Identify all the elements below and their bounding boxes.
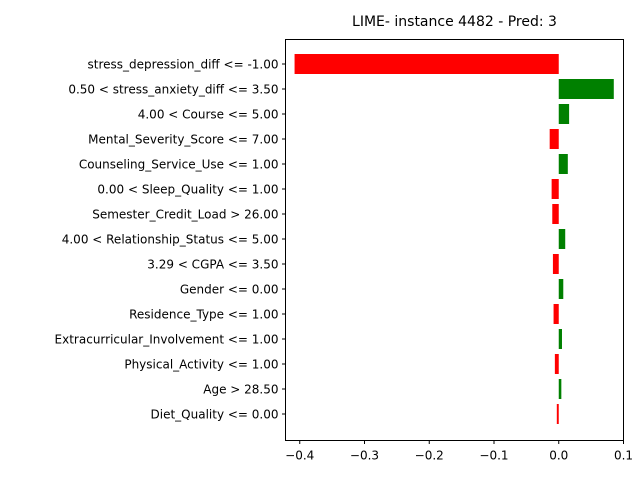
category-label: stress_depression_diff <= -1.00: [88, 58, 279, 72]
category-label: 0.50 < stress_anxiety_diff <= 3.50: [68, 83, 278, 97]
bar-11: [558, 329, 562, 349]
bar-1: [558, 79, 614, 99]
category-label: 0.00 < Sleep_Quality <= 1.00: [97, 183, 278, 197]
bar-8: [552, 254, 559, 274]
x-tick-label: 0.0: [549, 449, 568, 463]
category-label: 4.00 < Relationship_Status <= 5.00: [62, 233, 279, 247]
y-axis-ticks: stress_depression_diff <= -1.00 0.50 < st…: [55, 58, 286, 422]
x-tick-label: 0.1: [614, 449, 633, 463]
bar-7: [558, 229, 566, 249]
plot-frame: [285, 39, 624, 441]
category-label: Residence_Type <= 1.00: [129, 308, 278, 322]
chart-title: LIME- instance 4482 - Pred: 3: [352, 14, 557, 30]
x-tick-label: −0.2: [415, 449, 444, 463]
bars-group: [294, 54, 614, 424]
category-label: Gender <= 0.00: [180, 283, 279, 297]
x-tick-label: −0.1: [479, 449, 508, 463]
x-tick-label: −0.4: [285, 449, 314, 463]
category-label: Age > 28.50: [203, 383, 278, 397]
bar-14: [556, 404, 559, 424]
bar-2: [558, 104, 570, 124]
category-label: Physical_Activity <= 1.00: [124, 358, 278, 372]
category-label: Diet_Quality <= 0.00: [151, 408, 279, 422]
bar-0: [294, 54, 559, 74]
bar-6: [552, 204, 559, 224]
category-label: 3.29 < CGPA <= 3.50: [147, 258, 278, 272]
bar-12: [554, 354, 559, 374]
category-label: Mental_Severity_Score <= 7.00: [88, 133, 278, 147]
category-label: Semester_Credit_Load > 26.00: [92, 208, 278, 222]
bar-4: [558, 154, 568, 174]
category-label: 4.00 < Course <= 5.00: [138, 108, 279, 122]
category-label: Counseling_Service_Use <= 1.00: [79, 158, 279, 172]
bar-13: [558, 379, 562, 399]
category-label: Extracurricular_Involvement <= 1.00: [55, 333, 279, 347]
x-axis-ticks: −0.4 −0.3 −0.2 −0.1 0.0 0.1: [285, 440, 633, 463]
x-tick-label: −0.3: [350, 449, 379, 463]
bar-10: [553, 304, 559, 324]
bar-3: [549, 129, 559, 149]
bar-9: [558, 279, 564, 299]
bar-5: [551, 179, 559, 199]
